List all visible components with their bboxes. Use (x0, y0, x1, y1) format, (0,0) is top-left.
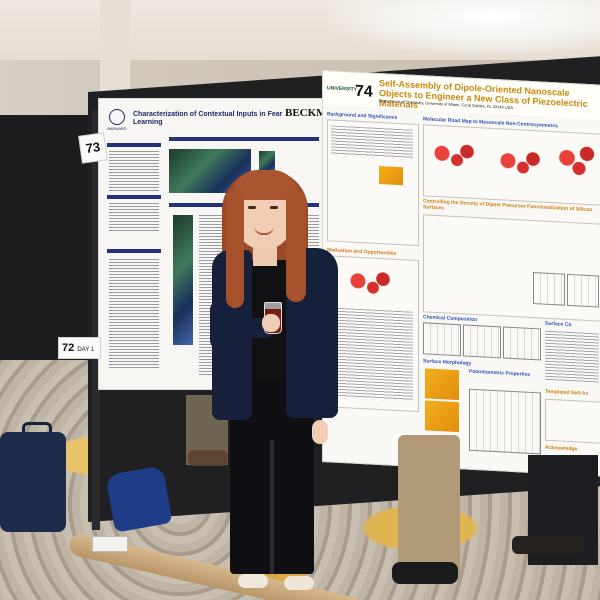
afm-image (425, 368, 459, 401)
person-shoe (238, 574, 268, 588)
tote-bag (105, 465, 173, 533)
microscopy-image (173, 215, 193, 345)
floor-tag (92, 536, 128, 552)
section-surface: Surface Co (545, 320, 572, 329)
person-shoe (284, 576, 314, 590)
poster-number-card-72: 72 DAY 1 (58, 337, 101, 359)
xps-plot (463, 324, 501, 359)
xps-plot (503, 326, 541, 361)
suitcase (0, 432, 66, 532)
background-person-shoe (188, 450, 228, 466)
poster-number: 74 (355, 82, 373, 101)
background-person-shoe (392, 562, 458, 584)
person-eye (270, 206, 278, 209)
background-person-shoe (512, 536, 584, 554)
chandelier (330, 0, 600, 55)
cube-illustration (343, 268, 393, 301)
poster-left-title: Characterization of Contextual Inputs in… (133, 111, 283, 126)
afm-image (425, 400, 459, 433)
barnard-logo: BARNARD (105, 109, 129, 131)
barnard-seal-icon (109, 109, 125, 125)
panel-bar (169, 137, 319, 141)
potential-plot (469, 388, 541, 455)
section-text (331, 307, 413, 402)
person-eye (248, 206, 256, 209)
person-smile (254, 226, 274, 235)
person-hair-left (226, 190, 244, 308)
spectrum-plot (533, 272, 565, 306)
panel-text (109, 151, 159, 191)
section-box (545, 398, 600, 444)
section-morphology: Surface Morphology (423, 358, 472, 367)
nanosphere-illustration (493, 147, 543, 181)
card-72-number: 72 (62, 342, 75, 354)
card-72-day: DAY 1 (77, 347, 95, 353)
person-pants-seam (270, 440, 274, 574)
section-acknowledgements: Acknowledge (545, 444, 578, 453)
section-templated: Templated Self-As (545, 388, 589, 397)
panel-text (109, 259, 159, 369)
diagram-image (379, 165, 403, 186)
background-person-legs (398, 435, 460, 580)
xps-plot (423, 322, 461, 357)
person-hair-right (286, 190, 306, 302)
nanosphere-illustration (555, 137, 595, 190)
panel-bar (107, 143, 161, 147)
poster-right: UNIVERSITY 74 Self-Assembly of Dipole-Or… (322, 70, 600, 477)
spectrum-plot (567, 273, 599, 308)
section-text (331, 125, 413, 160)
microscopy-image (259, 151, 275, 173)
panel-bar (107, 249, 161, 253)
poster-number-card-73: 73 (78, 132, 108, 164)
section-potentiometric: Potentiometric Properties (469, 368, 531, 378)
person-arm (210, 300, 240, 350)
data-table (545, 330, 599, 384)
nanosphere-illustration (427, 140, 477, 174)
suitcase-handle (22, 422, 52, 437)
person-hand-right (312, 420, 328, 444)
beckman-logo: BECKMAN (285, 107, 329, 119)
person-hand (262, 314, 280, 332)
barnard-logo-text: BARNARD (107, 126, 127, 131)
board-frame-post (92, 110, 100, 530)
panel-text (109, 203, 159, 233)
panel-bar (107, 195, 161, 199)
